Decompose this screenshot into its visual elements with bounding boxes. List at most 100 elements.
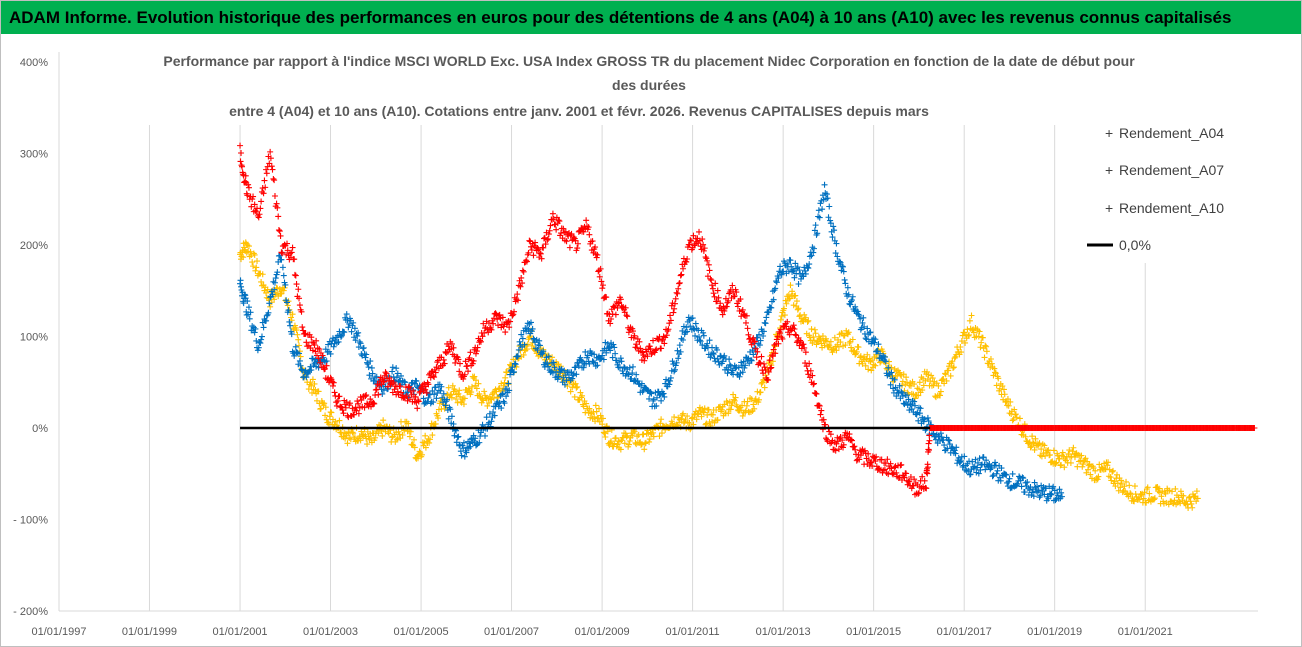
data-point [997,477,1004,484]
data-point [579,392,586,399]
data-point [1187,498,1194,505]
data-point [877,350,884,357]
data-point [869,357,876,364]
data-point [779,335,786,342]
data-point [319,352,326,359]
data-point [254,347,261,354]
data-point [809,372,816,379]
data-point [238,149,245,156]
data-point [278,256,285,263]
data-point [964,326,971,333]
data-point [555,373,562,380]
data-point [739,369,746,376]
data-point [962,339,969,346]
series-rendement-a04 [237,239,1201,511]
data-point [516,338,523,345]
data-point [917,405,924,412]
chart-title-line-2: des durées [612,77,686,93]
data-point [430,399,437,406]
data-point [811,380,818,387]
data-point [792,260,799,267]
data-point [546,227,553,234]
data-point [483,414,490,421]
data-point [604,428,611,435]
data-point [907,382,914,389]
data-point [389,364,396,371]
data-point [296,302,303,309]
data-point [830,223,837,230]
data-point [545,363,552,370]
data-point [777,316,784,323]
data-point [751,405,758,412]
data-point [923,485,930,492]
data-point [603,294,610,301]
data-point [549,210,556,217]
data-point [1024,479,1031,486]
data-point [680,410,687,417]
data-point [561,381,568,388]
data-point [907,400,914,407]
data-point [706,337,713,344]
data-point [671,305,678,312]
data-point [569,375,576,382]
data-point [321,400,328,407]
data-point [509,364,516,371]
data-point [282,281,289,288]
data-point [859,319,866,326]
x-tick-label: 01/01/2015 [846,626,901,638]
data-point [237,277,244,284]
data-point [857,315,864,322]
data-point [338,332,345,339]
data-point [704,340,711,347]
data-point [790,322,797,329]
data-point [368,364,375,371]
data-point [667,317,674,324]
data-point [256,211,263,218]
data-point [725,297,732,304]
data-point [338,333,345,340]
data-point [711,355,718,362]
data-point [423,389,430,396]
data-point [566,244,573,251]
data-point [761,364,768,371]
data-point [370,400,377,407]
data-point [1056,455,1063,462]
data-point [525,249,532,256]
data-point [322,404,329,411]
data-point [676,419,683,426]
data-point [414,455,421,462]
data-point [246,315,253,322]
data-point [333,402,340,409]
data-point [322,365,329,372]
data-point [1189,504,1196,511]
data-point [271,296,278,303]
data-point [553,226,560,233]
data-point [530,335,537,342]
data-point [807,367,814,374]
data-point [921,477,928,484]
data-point [495,322,502,329]
data-point [450,420,457,427]
data-point [441,360,448,367]
data-point [540,244,547,251]
data-point [592,244,599,251]
data-point [713,298,720,305]
data-point [801,344,808,351]
data-point [239,163,246,170]
data-point [705,261,712,268]
x-tick-label: 01/01/2021 [1118,626,1173,638]
data-point [474,344,481,351]
data-point [394,370,401,377]
data-point [768,304,775,311]
data-point [677,348,684,355]
data-point [1029,489,1036,496]
data-point [819,333,826,340]
legend-marker-a07: + [1105,162,1113,178]
data-point [484,402,491,409]
data-point [355,329,362,336]
data-point [366,372,373,379]
data-point [827,220,834,227]
data-point [700,241,707,248]
data-point [441,405,448,412]
data-point [974,459,981,466]
